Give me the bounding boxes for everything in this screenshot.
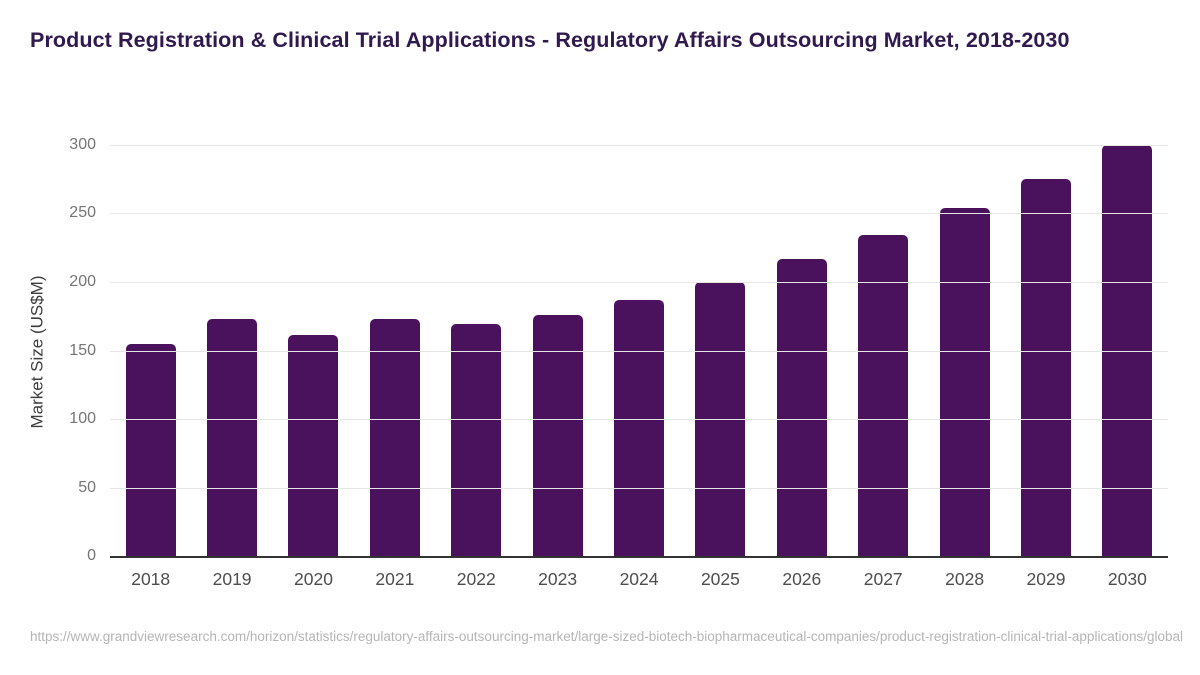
x-tick-label: 2022	[456, 569, 496, 589]
bar-2023	[532, 314, 583, 556]
bar-cell	[761, 145, 842, 556]
bar-2020	[288, 335, 339, 556]
y-tick-label: 200	[69, 272, 96, 290]
bar-2018	[125, 343, 176, 556]
bar-cell	[1005, 145, 1086, 556]
y-tick-label: 100	[69, 409, 96, 427]
bar-chart-plot-area: 2018 2019 2020 2021 2022 2023 2024 2025 2026 2027…	[69, 136, 1168, 589]
gridline	[110, 418, 1168, 420]
bar-cell	[436, 145, 517, 556]
x-tick-label: 2029	[1026, 569, 1066, 589]
bar-2022	[451, 324, 502, 556]
y-tick-label: 250	[69, 204, 96, 222]
x-tick-label: 2020	[294, 569, 333, 589]
x-tick-label: 2024	[619, 569, 659, 589]
x-tick-label: 2027	[863, 569, 903, 589]
source-url: https://www.grandviewresearch.com/horizo…	[30, 629, 1183, 644]
bar-cell	[191, 145, 272, 556]
bar-cell	[110, 145, 191, 556]
gridline	[110, 487, 1168, 489]
y-tick-label: 150	[69, 341, 96, 359]
chart-title: Product Registration & Clinical Trial Ap…	[30, 28, 1070, 52]
bar-2021	[369, 319, 420, 556]
bar-cell	[354, 145, 435, 556]
x-tick-label: 2025	[700, 569, 740, 589]
gridline	[110, 350, 1168, 352]
x-tick-label: 2030	[1107, 569, 1147, 589]
x-tick-label: 2021	[375, 569, 415, 589]
x-axis-labels: 2018 2019 2020 2021 2022 2023 2024 2025 2026 2027…	[110, 556, 1168, 590]
bar-2019	[207, 319, 258, 556]
gridline	[110, 281, 1168, 283]
gridline	[110, 145, 1168, 146]
bar-2024	[614, 299, 665, 556]
x-tick-label: 2019	[212, 569, 252, 589]
bar-cell	[273, 145, 354, 556]
bar-2028	[939, 208, 990, 556]
x-tick-label: 2023	[538, 569, 578, 589]
bar-cell	[924, 145, 1005, 556]
gridline	[110, 213, 1168, 215]
bar-cell	[843, 145, 924, 556]
y-tick-label: 50	[78, 478, 96, 496]
x-tick-label: 2028	[945, 569, 985, 589]
bar-2027	[858, 235, 909, 556]
bar-cell	[598, 145, 679, 556]
bar-2029	[1020, 179, 1071, 556]
bar-cell	[517, 145, 598, 556]
y-tick-label: 0	[87, 547, 96, 564]
bar-2026	[776, 258, 827, 556]
x-tick-label: 2026	[782, 569, 822, 589]
y-tick-label: 300	[69, 136, 96, 153]
x-tick-label: 2018	[131, 569, 171, 589]
